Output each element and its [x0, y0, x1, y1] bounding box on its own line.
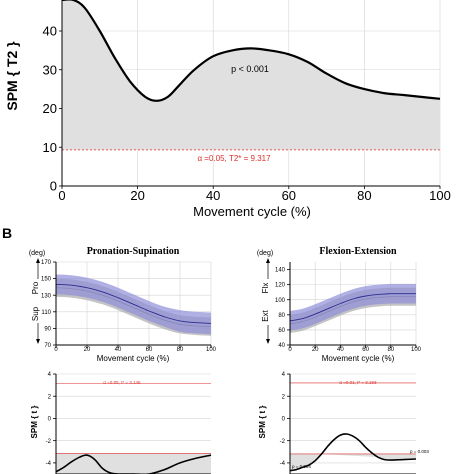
panel-a-y-axis-label: SPM { T2 } — [4, 41, 20, 111]
panel-b2-unit: (deg) — [257, 250, 273, 257]
panel-b4-y-tick-3: 2 — [282, 394, 286, 400]
panel-a-threshold-label: α =0.05, T2* = 9.317 — [197, 154, 271, 163]
panel-a-y-tick-3: 30 — [43, 62, 57, 77]
panel-b2-x-tick-5: 100 — [411, 347, 422, 353]
panel-a-annotation-p-value: p < 0.001 — [231, 64, 269, 74]
panel-b4-axes — [287, 373, 416, 474]
panel-a-axes — [59, 0, 441, 189]
panel-a-x-tick-1: 20 — [130, 188, 144, 203]
panel-b3-grid — [56, 373, 211, 464]
panel-a-x-tick-5: 100 — [429, 188, 451, 203]
panel-b3-threshold-label: α =0.05, t* = 3.145 — [103, 380, 141, 385]
panel-b4-grid — [290, 373, 416, 464]
panel-b4-spm-curve — [289, 433, 417, 472]
panel-a-x-tick-3: 60 — [282, 188, 296, 203]
panel-b1-y-tick-4: 150 — [41, 277, 52, 283]
panel-a-x-tick-2: 40 — [206, 188, 220, 203]
panel-b1-y-tick-5: 170 — [41, 260, 52, 266]
panel-b2-y-tick-1: 60 — [278, 328, 285, 334]
panel-b3-y-axis-label: SPM { t } — [30, 406, 39, 439]
panel-b3-y-tick-3: 2 — [48, 394, 52, 400]
panel-b1-unit: (deg) — [29, 250, 45, 257]
panel-a-y-tick-4: 40 — [43, 24, 57, 39]
panel-b1-x-tick-0: 0 — [54, 347, 58, 353]
panel-b4-y-tick-0: -4 — [280, 461, 286, 467]
panel-b3-y-tick-2: 0 — [48, 417, 52, 423]
panel-b2-down-arrowhead — [266, 339, 270, 344]
panel-b1-x-axis-label: Movement cycle (%) — [97, 354, 170, 363]
panel-b4-y-tick-2: 0 — [282, 417, 286, 423]
panel-b-flexion-extension: Flexion-Extension (deg) Flx Ext 0 20 40 60 8… — [257, 246, 422, 363]
panel-b3-axes — [53, 373, 211, 474]
panel-b-pronation-supination: Pronation-Supination (deg) Pro Sup 0 20 40… — [29, 246, 217, 363]
panel-b-letter: B — [2, 225, 12, 241]
panel-b2-y-tick-labels: 40 60 80 100 120 140 — [275, 268, 286, 349]
panel-b4-annotation-p2: p = 0.003 — [410, 449, 429, 454]
panel-b2-up-arrowhead — [266, 258, 270, 263]
panel-b1-y-tick-2: 110 — [41, 310, 51, 316]
panel-b3-y-tick-0: -4 — [46, 461, 52, 467]
panel-b2-y-tick-3: 100 — [275, 298, 286, 304]
panel-b1-x-tick-1: 20 — [84, 347, 91, 353]
panel-b1-y-tick-3: 130 — [41, 293, 52, 299]
panel-b1-y-tick-0: 70 — [44, 343, 51, 349]
panel-b2-blue-band — [290, 283, 416, 331]
panel-b-spm-t-flexion: SPM { t } -4 -2 0 2 4 α =0.01, t* = 3.193 p … — [258, 372, 429, 474]
panel-b3-spm-curve — [55, 454, 212, 474]
panel-b3-y-tick-1: -2 — [46, 439, 52, 445]
panel-a-spm-t2: 0 20 40 60 80 100 0 10 20 30 40 Movement cycle (%… — [4, 0, 451, 219]
panel-b4-threshold-label: α =0.01, t* = 3.193 — [339, 380, 377, 385]
panel-b2-x-axis-label: Movement cycle (%) — [322, 354, 395, 363]
panel-b2-y-tick-0: 40 — [278, 343, 285, 349]
panel-b2-title: Flexion-Extension — [319, 246, 397, 257]
panel-b1-title: Pronation-Supination — [87, 246, 180, 257]
panel-b1-y-tick-labels: 70 90 110 130 150 170 — [41, 260, 52, 349]
panel-a-x-axis-label: Movement cycle (%) — [193, 204, 311, 219]
panel-a-spm-curve — [62, 0, 441, 102]
panel-a-y-tick-0: 0 — [50, 179, 57, 194]
panel-b4-y-tick-labels: -4 -2 0 2 4 — [280, 372, 286, 467]
panel-b2-x-tick-4: 80 — [387, 347, 394, 353]
panel-b3-y-tick-labels: -4 -2 0 2 4 — [46, 372, 52, 467]
panel-b4-annotation-p1: p = 0.004 — [292, 464, 311, 469]
panel-a-x-tick-4: 80 — [357, 188, 371, 203]
panel-b1-top-label: Pro — [31, 281, 40, 294]
panel-b3-y-tick-4: 4 — [48, 372, 52, 378]
panel-a-x-tick-0: 0 — [58, 188, 65, 203]
panel-b1-x-tick-3: 60 — [146, 347, 153, 353]
panel-b2-x-tick-1: 20 — [312, 347, 319, 353]
panel-b4-y-tick-1: -2 — [280, 439, 286, 445]
panel-b1-x-tick-4: 80 — [177, 347, 184, 353]
panel-b-spm-t-pronation: SPM { t } -4 -2 0 2 4 α =0.05, t* = 3.145 — [30, 372, 212, 474]
panel-b1-x-tick-2: 40 — [115, 347, 122, 353]
panel-b2-x-tick-3: 60 — [362, 347, 369, 353]
panel-a-y-tick-labels: 0 10 20 30 40 — [43, 24, 57, 194]
panel-b4-y-tick-4: 4 — [282, 372, 286, 378]
panel-b1-down-arrowhead — [36, 339, 40, 344]
panel-b2-x-tick-0: 0 — [288, 347, 292, 353]
panel-b2-y-tick-4: 120 — [275, 283, 286, 289]
panel-b1-blue-mean — [55, 283, 212, 324]
panel-b4-y-axis-label: SPM { t } — [258, 406, 267, 439]
panel-b1-bottom-label: Sup — [31, 306, 40, 321]
panel-a-x-tick-labels: 0 20 40 60 80 100 — [58, 188, 450, 203]
panel-b2-x-tick-2: 40 — [337, 347, 344, 353]
panel-b2-bottom-label: Ext — [261, 309, 270, 321]
panel-b1-axes — [53, 261, 212, 348]
panel-b1-up-arrowhead — [36, 258, 40, 263]
panel-b2-y-tick-2: 80 — [278, 313, 285, 319]
panel-b2-y-tick-5: 140 — [275, 268, 286, 274]
panel-a-shaded-region — [62, 0, 440, 150]
panel-b2-blue-mean — [289, 293, 416, 322]
panel-a-y-tick-1: 10 — [43, 140, 57, 155]
panel-b2-x-tick-labels: 0 20 40 60 80 100 — [288, 347, 421, 353]
panel-a-y-tick-2: 20 — [43, 101, 57, 116]
panel-b1-y-tick-1: 90 — [44, 327, 51, 333]
panel-b2-axes — [287, 262, 417, 348]
panel-b2-top-label: Flx — [261, 283, 270, 294]
panel-b4-shaded-region — [290, 453, 416, 471]
panel-b1-x-tick-labels: 0 20 40 60 80 100 — [54, 347, 216, 353]
panel-b1-x-tick-5: 100 — [206, 347, 217, 353]
